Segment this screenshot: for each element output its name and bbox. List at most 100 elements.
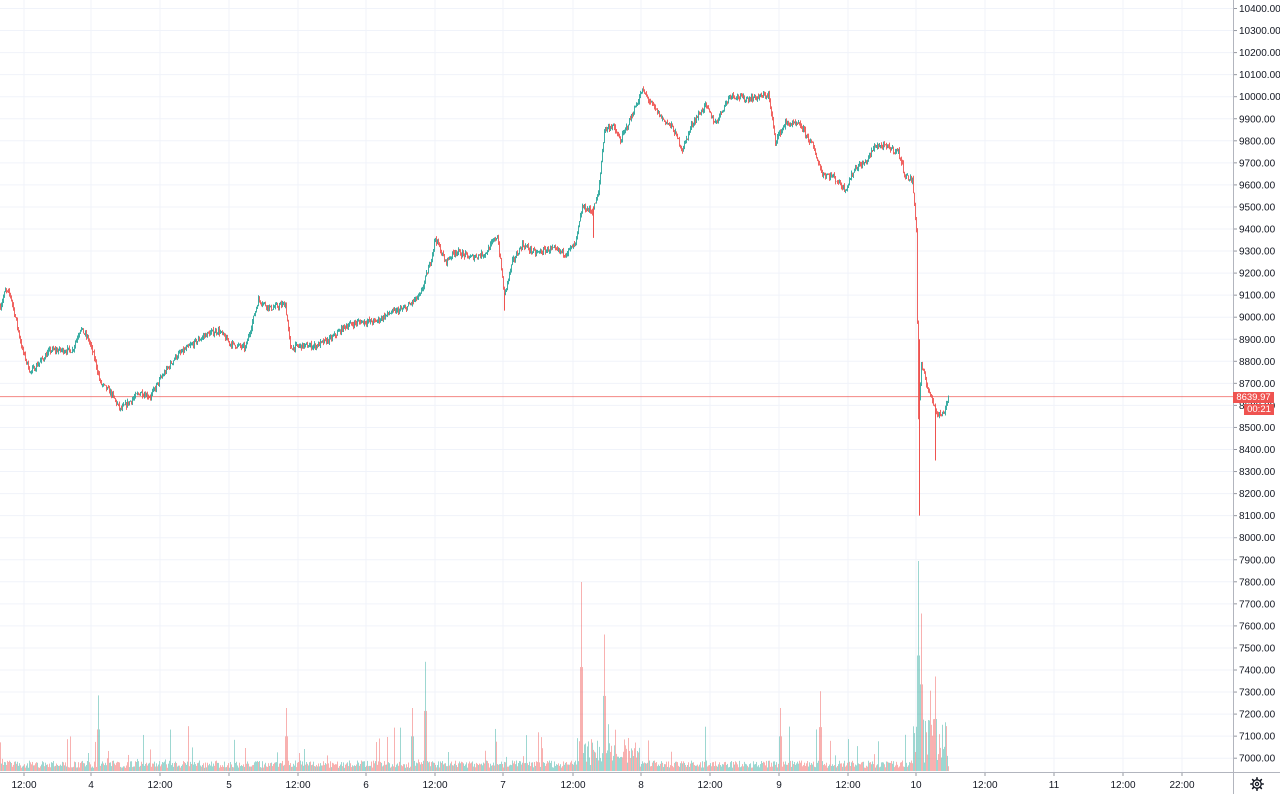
volume-bar (193, 764, 194, 771)
volume-bar (413, 736, 414, 771)
volume-bar (821, 727, 822, 771)
volume-bar (706, 760, 707, 771)
volume-bar (328, 763, 329, 771)
volume-bar (826, 762, 827, 771)
volume-bar (637, 750, 638, 771)
volume-bar (150, 749, 151, 771)
volume-bar (812, 764, 813, 771)
volume-bar (561, 767, 562, 771)
volume-bar (233, 767, 234, 771)
volume-bar (494, 765, 495, 771)
volume-bar (220, 765, 221, 771)
volume-bar (182, 764, 183, 771)
volume-bar (544, 762, 545, 771)
volume-bar (65, 762, 66, 771)
volume-bar (644, 762, 645, 771)
volume-bar (60, 764, 61, 771)
volume-bar (427, 761, 428, 771)
volume-bar (633, 756, 634, 771)
volume-bar (59, 765, 60, 771)
volume-bar (832, 764, 833, 771)
volume-bar (100, 765, 101, 771)
volume-bar (196, 765, 197, 771)
y-tick-label: 7600.00 (1239, 621, 1276, 632)
volume-bar (583, 753, 584, 771)
volume-bar (91, 767, 92, 771)
x-tick-label: 12:00 (835, 780, 860, 791)
time-axis[interactable]: 12:00 4 12:00 5 12:00 6 12:00 7 12:00 8 12:00 9 12:0… (0, 772, 1280, 791)
volume-bar (764, 762, 765, 771)
volume-bar (500, 763, 501, 771)
volume-bar (527, 763, 528, 771)
volume-bar (463, 763, 464, 771)
volume-bar (445, 763, 446, 771)
volume-bar (761, 761, 762, 771)
volume-bar (504, 761, 505, 771)
volume-bar (602, 753, 603, 771)
volume-bar (513, 763, 514, 771)
volume-bar (92, 766, 93, 771)
volume-bar (219, 767, 220, 771)
volume-bar (208, 765, 209, 771)
volume-bar (112, 760, 113, 771)
y-tick-label: 7300.00 (1239, 688, 1276, 699)
volume-bar (417, 763, 418, 771)
volume-bar (771, 762, 772, 771)
volume-bar (843, 763, 844, 771)
volume-bar (929, 720, 930, 771)
volume-bar (356, 764, 357, 771)
volume-bar (654, 760, 655, 771)
volume-bar (945, 722, 946, 771)
price-axis[interactable]: 10400.00 10300.00 10200.00 10100.00 10000.00… (1233, 0, 1280, 794)
volume-bar (301, 764, 302, 771)
volume-bar (935, 676, 936, 771)
volume-bar (452, 765, 453, 771)
volume-bar (692, 762, 693, 771)
volume-bar (662, 762, 663, 771)
volume-bar (206, 767, 207, 771)
volume-bar (267, 766, 268, 771)
volume-bar (156, 763, 157, 771)
y-tick-label: 8900.00 (1239, 335, 1276, 346)
volume-bar (41, 764, 42, 771)
volume-bar (380, 761, 381, 771)
volume-bar (116, 762, 117, 771)
volume-bar (518, 762, 519, 771)
volume-bar (650, 766, 651, 771)
volume-bar (350, 763, 351, 771)
volume-bar (376, 742, 377, 771)
volume-bar (559, 765, 560, 771)
volume-bar (562, 766, 563, 771)
volume-bar (340, 764, 341, 771)
volume-bar (663, 766, 664, 771)
volume-bar (576, 764, 577, 771)
volume-bar (435, 764, 436, 771)
volume-bar (250, 766, 251, 771)
volume-bar (655, 762, 656, 771)
volume-bar (743, 766, 744, 771)
volume-bar (77, 767, 78, 771)
volume-bar (457, 767, 458, 771)
volume-bar (43, 762, 44, 771)
chart-settings-button[interactable] (1237, 774, 1277, 794)
y-tick-label: 9300.00 (1239, 247, 1276, 258)
volume-bar (506, 756, 507, 771)
volume-bar (811, 763, 812, 771)
volume-bar (910, 762, 911, 771)
volume-bar (310, 761, 311, 771)
volume-bar (157, 766, 158, 771)
volume-bar (528, 765, 529, 771)
volume-bar (609, 743, 610, 771)
volume-bar (529, 761, 530, 771)
volume-bar (132, 767, 133, 771)
x-tick-label: 5 (226, 780, 232, 791)
volume-bar (24, 764, 25, 771)
volume-bar (97, 729, 98, 771)
volume-bar (631, 748, 632, 771)
volume-bar (617, 756, 618, 771)
volume-bar (316, 764, 317, 771)
volume-bar (243, 764, 244, 771)
volume-bar (222, 765, 223, 771)
volume-bar (883, 762, 884, 771)
